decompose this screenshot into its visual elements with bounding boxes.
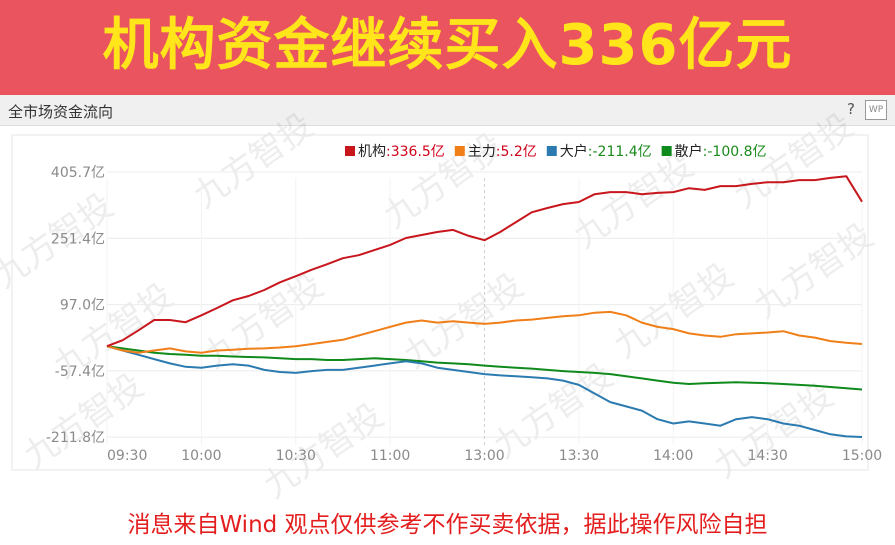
legend-value: :5.2亿 xyxy=(496,144,537,160)
wp-icon[interactable]: WP xyxy=(865,100,887,120)
panel-header: 全市场资金流向 ? WP xyxy=(0,95,895,126)
help-button[interactable]: ? xyxy=(847,100,855,118)
x-tick-label: 14:00 xyxy=(653,448,693,464)
banner-title: 机构资金继续买入336亿元 xyxy=(102,13,793,78)
panel-title: 全市场资金流向 xyxy=(8,103,114,121)
legend-value: :336.5亿 xyxy=(386,144,445,160)
x-tick-label: 10:30 xyxy=(276,448,316,464)
banner: 机构资金继续买入336亿元 xyxy=(0,0,895,95)
x-tick-label: 15:00 xyxy=(842,448,882,464)
y-tick-label: 97.0亿 xyxy=(60,298,105,314)
watermark: 九方智投 xyxy=(487,356,621,467)
y-tick-label: 251.4亿 xyxy=(51,231,105,247)
y-tick-label: 405.7亿 xyxy=(51,165,105,181)
watermark: 九方智投 xyxy=(377,126,511,237)
series-line xyxy=(106,345,863,391)
watermark: 九方智投 xyxy=(567,146,701,257)
y-tick-label: -211.8亿 xyxy=(46,430,105,446)
series-line xyxy=(106,310,863,354)
x-tick-label: 13:30 xyxy=(559,448,599,464)
legend-value: :-211.4亿 xyxy=(588,144,652,160)
x-tick-label: 14:30 xyxy=(747,448,787,464)
legend-label: 机构 xyxy=(358,144,386,160)
disclaimer: 消息来自Wind 观点仅供参考不作买卖依据，据此操作风险自担 xyxy=(127,512,768,538)
watermark: 九方智投 xyxy=(747,216,881,327)
legend-value: :-100.8亿 xyxy=(703,144,767,160)
legend-swatch xyxy=(661,146,672,156)
series-line xyxy=(106,345,863,438)
x-tick-label: 10:00 xyxy=(181,448,221,464)
y-tick-label: -57.4亿 xyxy=(55,364,105,380)
x-tick-label: 13:00 xyxy=(464,448,504,464)
watermark: 九方智投 xyxy=(727,106,861,217)
legend-label: 散户 xyxy=(675,143,703,160)
watermark: 九方智投 xyxy=(187,106,321,217)
legend-label: 主力 xyxy=(468,144,496,160)
legend-swatch xyxy=(345,146,355,156)
legend-swatch xyxy=(454,146,465,156)
legend-swatch xyxy=(546,146,557,156)
x-tick-label: 09:30 xyxy=(107,448,147,464)
plot-frame xyxy=(11,134,869,471)
legend-label: 大户 xyxy=(560,143,588,160)
series-line xyxy=(106,175,863,348)
x-tick-label: 11:00 xyxy=(370,448,410,464)
